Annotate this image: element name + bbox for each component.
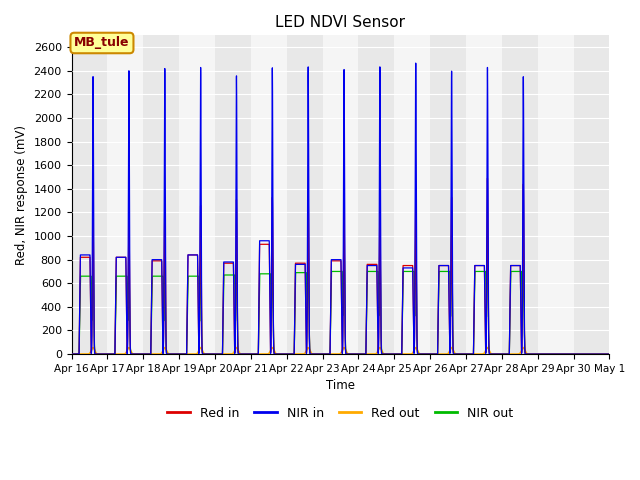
Text: MB_tule: MB_tule	[74, 36, 130, 49]
Bar	[538, 36, 573, 354]
X-axis label: Time: Time	[326, 379, 355, 392]
Bar	[215, 36, 251, 354]
Bar	[143, 36, 179, 354]
Legend: Red in, NIR in, Red out, NIR out: Red in, NIR in, Red out, NIR out	[163, 402, 518, 425]
Y-axis label: Red, NIR response (mV): Red, NIR response (mV)	[15, 125, 28, 264]
Bar	[394, 36, 430, 354]
Title: LED NDVI Sensor: LED NDVI Sensor	[275, 15, 406, 30]
Bar	[502, 36, 538, 354]
Bar	[466, 36, 502, 354]
Bar	[72, 36, 108, 354]
Bar	[179, 36, 215, 354]
Bar	[287, 36, 323, 354]
Bar	[430, 36, 466, 354]
Bar	[323, 36, 358, 354]
Bar	[251, 36, 287, 354]
Bar	[573, 36, 609, 354]
Bar	[358, 36, 394, 354]
Bar	[108, 36, 143, 354]
